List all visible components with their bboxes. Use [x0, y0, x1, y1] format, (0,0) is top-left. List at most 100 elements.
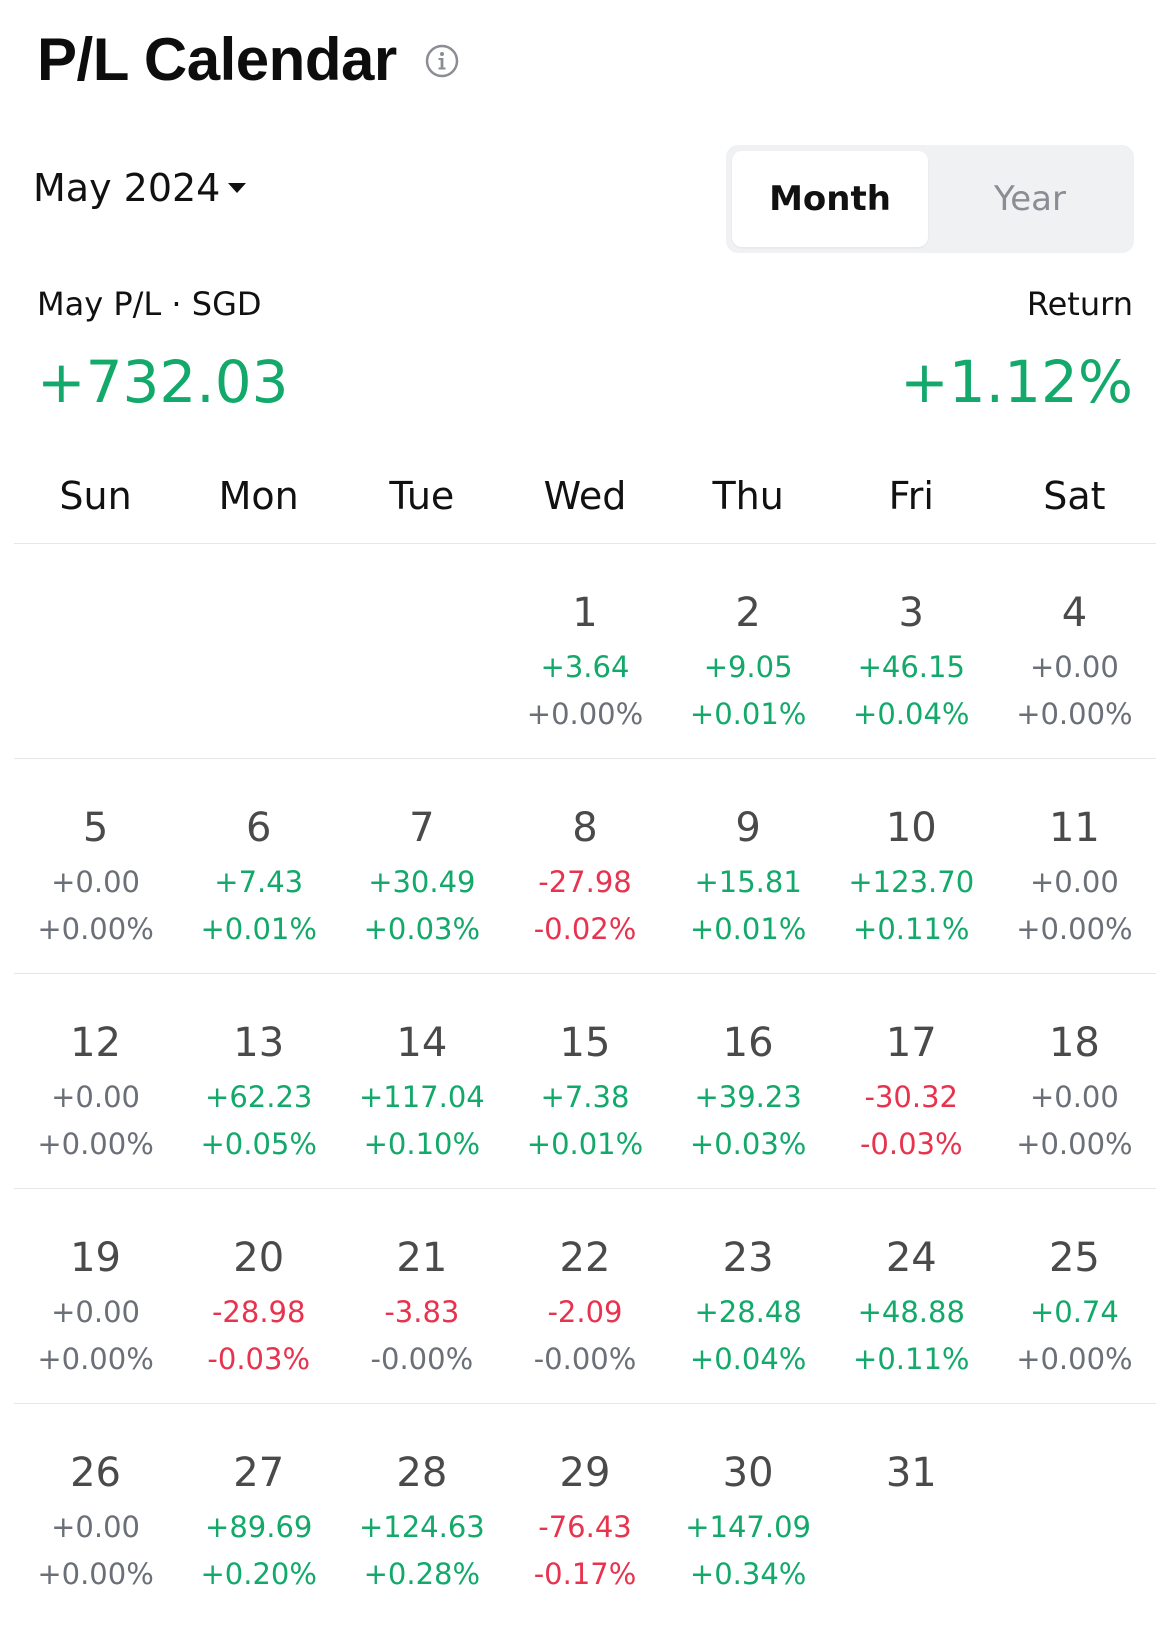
day-pl-value: +30.49 [368, 865, 476, 899]
day-pl-value: +9.05 [703, 650, 793, 684]
calendar-day-cell[interactable]: 14 +117.04 +0.10% [340, 974, 504, 1189]
calendar-day-cell[interactable]: 4 +0.00 +0.00% [992, 544, 1156, 759]
day-pl-value: +147.09 [685, 1510, 812, 1544]
view-toggle: Month Year [726, 145, 1134, 253]
day-return-percent: +0.01% [689, 697, 807, 731]
calendar-day-cell[interactable]: 26 +0.00 +0.00% [14, 1404, 177, 1619]
day-pl-value: +0.74 [1029, 1295, 1119, 1329]
day-number: 8 [572, 805, 598, 851]
day-pl-value: +28.48 [694, 1295, 802, 1329]
day-number: 5 [82, 805, 109, 851]
calendar-day-cell[interactable]: 13 +62.23 +0.05% [177, 974, 341, 1189]
day-number: 26 [70, 1450, 122, 1496]
day-number: 23 [722, 1235, 774, 1281]
calendar-day-cell[interactable]: 22 -2.09 -0.00% [503, 1189, 667, 1404]
day-number: 14 [396, 1020, 448, 1066]
calendar-grid: 1 +3.64 +0.00% 2 +9.05 +0.01% 3 +46.15 +0.04% 4 +0… [14, 544, 1156, 1619]
day-number: 22 [559, 1235, 611, 1281]
month-selector-label: May 2024 [33, 166, 221, 210]
calendar-day-cell[interactable]: 15 +7.38 +0.01% [503, 974, 667, 1189]
day-return-percent: +0.10% [363, 1127, 481, 1161]
calendar-day-cell[interactable]: 28 +124.63 +0.28% [340, 1404, 503, 1619]
day-number: 29 [559, 1450, 611, 1496]
return-label: Return [1026, 285, 1133, 323]
year-toggle-button[interactable]: Year [994, 179, 1066, 219]
day-pl-value: +0.00 [1029, 650, 1119, 684]
day-number: 18 [1048, 1020, 1100, 1066]
weekday-sun: Sun [59, 474, 132, 518]
calendar-day-cell[interactable]: 30 +147.09 +0.34% [667, 1404, 830, 1619]
month-selector[interactable]: May 2024 [33, 166, 247, 210]
day-return-percent: +0.00% [37, 1342, 154, 1376]
day-return-percent: +0.00% [37, 912, 154, 946]
calendar-day-cell[interactable]: 29 -76.43 -0.17% [503, 1404, 666, 1619]
calendar-day-cell[interactable]: 2 +9.05 +0.01% [666, 544, 830, 759]
calendar-day-cell[interactable]: 8 -27.98 -0.02% [503, 759, 667, 974]
pl-value: +732.03 [37, 348, 289, 416]
calendar-day-cell[interactable]: 27 +89.69 +0.20% [177, 1404, 340, 1619]
weekday-tue: Tue [389, 474, 455, 518]
day-number: 16 [722, 1020, 774, 1066]
caret-down-icon [228, 183, 247, 193]
day-pl-value: -76.43 [538, 1510, 632, 1544]
calendar-day-cell[interactable]: 18 +0.00 +0.00% [992, 974, 1156, 1189]
day-pl-value: +46.15 [857, 650, 965, 684]
calendar-day-cell[interactable]: 7 +30.49 +0.03% [340, 759, 504, 974]
day-pl-value: +0.00 [51, 1080, 140, 1114]
day-return-percent: +0.05% [200, 1127, 317, 1161]
day-pl-value: -30.32 [864, 1080, 959, 1114]
day-return-percent: +0.00% [37, 1557, 154, 1591]
calendar-day-cell[interactable]: 6 +7.43 +0.01% [177, 759, 341, 974]
calendar-day-cell[interactable]: 11 +0.00 +0.00% [992, 759, 1156, 974]
calendar-day-cell[interactable]: 23 +28.48 +0.04% [666, 1189, 830, 1404]
day-return-percent: +0.28% [363, 1557, 481, 1591]
calendar-day-cell[interactable]: 16 +39.23 +0.03% [666, 974, 830, 1189]
calendar-day-cell[interactable]: 5 +0.00 +0.00% [14, 759, 178, 974]
day-return-percent: +0.11% [853, 1342, 970, 1376]
day-pl-value: +39.23 [694, 1080, 802, 1114]
calendar-empty-cell [993, 1404, 1156, 1619]
day-return-percent: +0.01% [689, 912, 807, 946]
calendar-day-cell[interactable]: 31 [830, 1404, 993, 1619]
calendar-day-cell[interactable]: 17 -30.32 -0.03% [829, 974, 993, 1189]
weekday-wed: Wed [543, 474, 627, 518]
calendar-day-cell[interactable]: 19 +0.00 +0.00% [14, 1189, 178, 1404]
calendar-day-cell[interactable]: 1 +3.64 +0.00% [503, 544, 667, 759]
day-pl-value: +15.81 [694, 865, 802, 899]
day-return-percent: +0.01% [200, 912, 317, 946]
day-number: 3 [898, 590, 924, 636]
day-return-percent: +0.00% [1016, 912, 1133, 946]
day-pl-value: +89.69 [205, 1510, 313, 1544]
day-number: 19 [70, 1235, 122, 1281]
day-number: 2 [735, 590, 761, 636]
day-return-percent: +0.00% [526, 697, 644, 731]
day-number: 9 [735, 805, 761, 851]
title-row: P/L Calendar [37, 22, 459, 96]
day-number: 10 [885, 805, 937, 851]
day-pl-value: +3.64 [540, 650, 630, 684]
weekday-mon: Mon [218, 474, 299, 518]
return-value: +1.12% [900, 348, 1133, 416]
day-return-percent: +0.00% [1016, 1342, 1133, 1376]
month-toggle-button[interactable]: Month [732, 151, 928, 247]
calendar-day-cell[interactable]: 9 +15.81 +0.01% [666, 759, 830, 974]
day-pl-value: +0.00 [51, 865, 140, 899]
day-return-percent: -0.00% [533, 1342, 637, 1376]
day-number: 4 [1061, 590, 1088, 636]
info-icon[interactable] [397, 40, 459, 78]
calendar-day-cell[interactable]: 3 +46.15 +0.04% [829, 544, 993, 759]
day-number: 31 [885, 1450, 937, 1496]
calendar-day-cell[interactable]: 10 +123.70 +0.11% [829, 759, 993, 974]
calendar-day-cell[interactable]: 25 +0.74 +0.00% [992, 1189, 1156, 1404]
pl-label: May P/L · SGD [37, 285, 262, 323]
day-return-percent: +0.04% [689, 1342, 807, 1376]
calendar-day-cell[interactable]: 21 -3.83 -0.00% [340, 1189, 504, 1404]
day-return-percent: -0.03% [207, 1342, 310, 1376]
calendar-day-cell[interactable]: 20 -28.98 -0.03% [177, 1189, 341, 1404]
day-number: 6 [245, 805, 272, 851]
calendar-day-cell[interactable]: 24 +48.88 +0.11% [829, 1189, 993, 1404]
day-number: 17 [885, 1020, 937, 1066]
weekday-fri: Fri [888, 474, 934, 518]
day-return-percent: +0.04% [853, 697, 970, 731]
calendar-day-cell[interactable]: 12 +0.00 +0.00% [14, 974, 178, 1189]
